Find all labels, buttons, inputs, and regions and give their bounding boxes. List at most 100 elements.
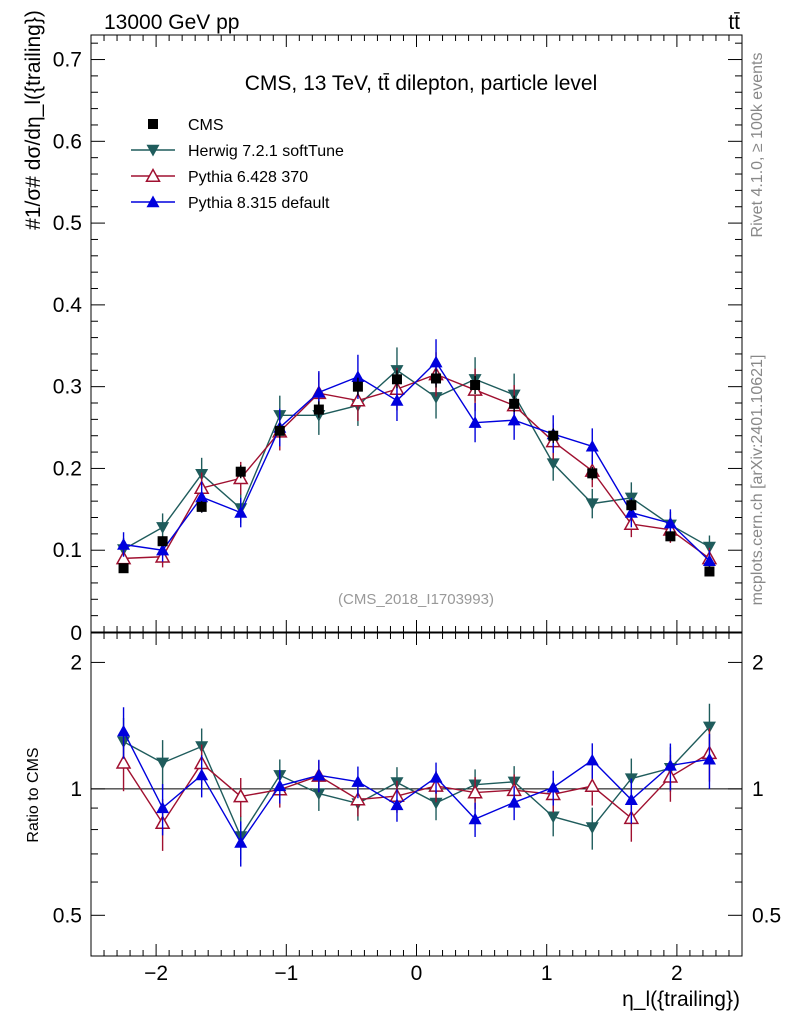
data-point — [429, 392, 443, 404]
ratio-data-point — [663, 758, 677, 771]
ratio-data-point — [546, 780, 560, 793]
ratio-data-point — [624, 793, 638, 805]
ratio-data-point — [390, 798, 404, 811]
series-line — [123, 361, 710, 562]
y-axis-label-text: #1/σ# dσ/dη_l({trailing}) — [22, 10, 45, 230]
y-tick-label-zero: 0 — [70, 622, 82, 645]
side-label-rivet: Rivet 4.1.0, ≥ 100k events — [749, 53, 766, 238]
y-tick-label: 0.3 — [53, 376, 82, 399]
ratio-data-point — [468, 812, 482, 825]
ratio-axes: −2 −1 0 1 2 0.5 0.5 1 1 2 2 — [53, 633, 781, 985]
ratio-data-point — [234, 836, 248, 848]
data-point — [156, 543, 170, 556]
legend-marker — [145, 167, 161, 182]
legend-entry-pythia-6-428-370: Pythia 6.428 370 — [131, 167, 308, 186]
data-point — [546, 458, 560, 471]
main-series — [115, 339, 718, 577]
ratio-series-pythia-8-315-default — [117, 707, 716, 867]
ratio-data-point — [115, 754, 132, 769]
data-point — [585, 498, 599, 511]
data-point — [548, 430, 559, 441]
legend-entry-cms: CMS — [148, 117, 224, 134]
ratio-series-line — [122, 730, 710, 844]
ratio-data-point — [156, 757, 170, 770]
data-point — [507, 413, 521, 426]
data-point — [665, 531, 676, 542]
data-point — [352, 381, 363, 392]
ratio-plot-frame — [90, 632, 743, 957]
ratio-data-point — [350, 791, 366, 806]
legend-label: Herwig 7.2.1 softTune — [188, 143, 344, 160]
ratio-tick-label: 0.5 — [53, 904, 82, 927]
x-tick-label: 1 — [541, 962, 553, 985]
ratio-data-point — [584, 778, 601, 793]
data-point — [118, 563, 129, 574]
data-point — [585, 439, 599, 452]
data-point — [663, 516, 677, 529]
header-process: tt̄ — [728, 11, 740, 34]
ratio-data-point — [585, 822, 599, 834]
data-point — [624, 506, 638, 518]
data-point — [390, 394, 404, 406]
ratio-data-point — [429, 797, 443, 810]
data-point — [156, 522, 170, 534]
ratio-data-point — [429, 770, 443, 783]
data-point — [313, 404, 324, 415]
y-tick-label: 0.7 — [53, 49, 82, 72]
ratio-series-pythia-6-428-370 — [115, 728, 718, 851]
legend-entry-herwig-7-2-1-softtune: Herwig 7.2.1 softTune — [131, 143, 344, 160]
data-point — [351, 370, 365, 383]
y-axis-label: #1/σ# dσ/dη_l({trailing}) — [22, 10, 45, 230]
ratio-y-axis-label: Ratio to CMS — [25, 747, 42, 842]
rivet-version: Rivet 4.1.0, ≥ 100k events — [749, 53, 766, 238]
ratio-data-point — [467, 784, 483, 799]
x-tick-label: −2 — [144, 962, 168, 985]
ratio-series-line — [122, 752, 710, 825]
ratio-data-point — [507, 795, 521, 808]
ratio-data-point — [273, 779, 287, 792]
y-tick-label: 0.5 — [53, 212, 82, 235]
data-point — [157, 536, 168, 547]
data-point — [702, 541, 716, 554]
data-point — [350, 392, 366, 407]
series-line — [123, 373, 710, 560]
ratio-tick-label: 2 — [70, 651, 82, 674]
data-point — [702, 554, 716, 567]
data-point — [312, 385, 326, 398]
y-tick-label: 0.4 — [53, 294, 83, 317]
ratio-series — [115, 703, 718, 867]
data-point — [195, 490, 209, 503]
data-point — [391, 374, 402, 385]
legend-marker — [148, 119, 158, 129]
ratio-data-point — [351, 775, 365, 787]
ratio-tick-label-right: 2 — [752, 651, 764, 674]
site-reference: mcplots.cern.ch [arXiv:2401.10621] — [749, 355, 766, 606]
data-point — [117, 537, 131, 550]
legend-marker — [146, 195, 160, 208]
data-point — [626, 500, 637, 511]
ratio-y-axis-label-text: Ratio to CMS — [25, 747, 42, 842]
data-point — [429, 355, 443, 368]
ratio-data-point — [702, 752, 716, 765]
legend-marker — [146, 144, 160, 157]
data-point — [235, 466, 246, 477]
ratio-data-point — [195, 768, 209, 781]
data-point — [196, 501, 207, 512]
series-pythia-8-315-default — [117, 339, 716, 572]
data-point — [234, 506, 248, 518]
x-tick-label: 2 — [671, 962, 683, 985]
data-point — [431, 373, 442, 384]
analysis-id: (CMS_2018_I1703993) — [338, 591, 494, 608]
x-tick-label: 0 — [411, 962, 423, 985]
series-line — [123, 369, 710, 551]
data-point — [468, 416, 482, 428]
x-axis-label: η_l({trailing}) — [622, 988, 740, 1011]
legend: CMS Herwig 7.2.1 softTune Pythia 6.428 370… — [131, 117, 344, 212]
ratio-data-point — [546, 811, 560, 824]
ratio-data-point — [585, 753, 599, 766]
ratio-tick-label-right: 0.5 — [752, 904, 781, 927]
plot-title: CMS, 13 TeV, tt̄ dilepton, particle leve… — [245, 72, 598, 95]
ratio-data-point — [156, 801, 170, 814]
x-tick-label: −1 — [274, 962, 298, 985]
